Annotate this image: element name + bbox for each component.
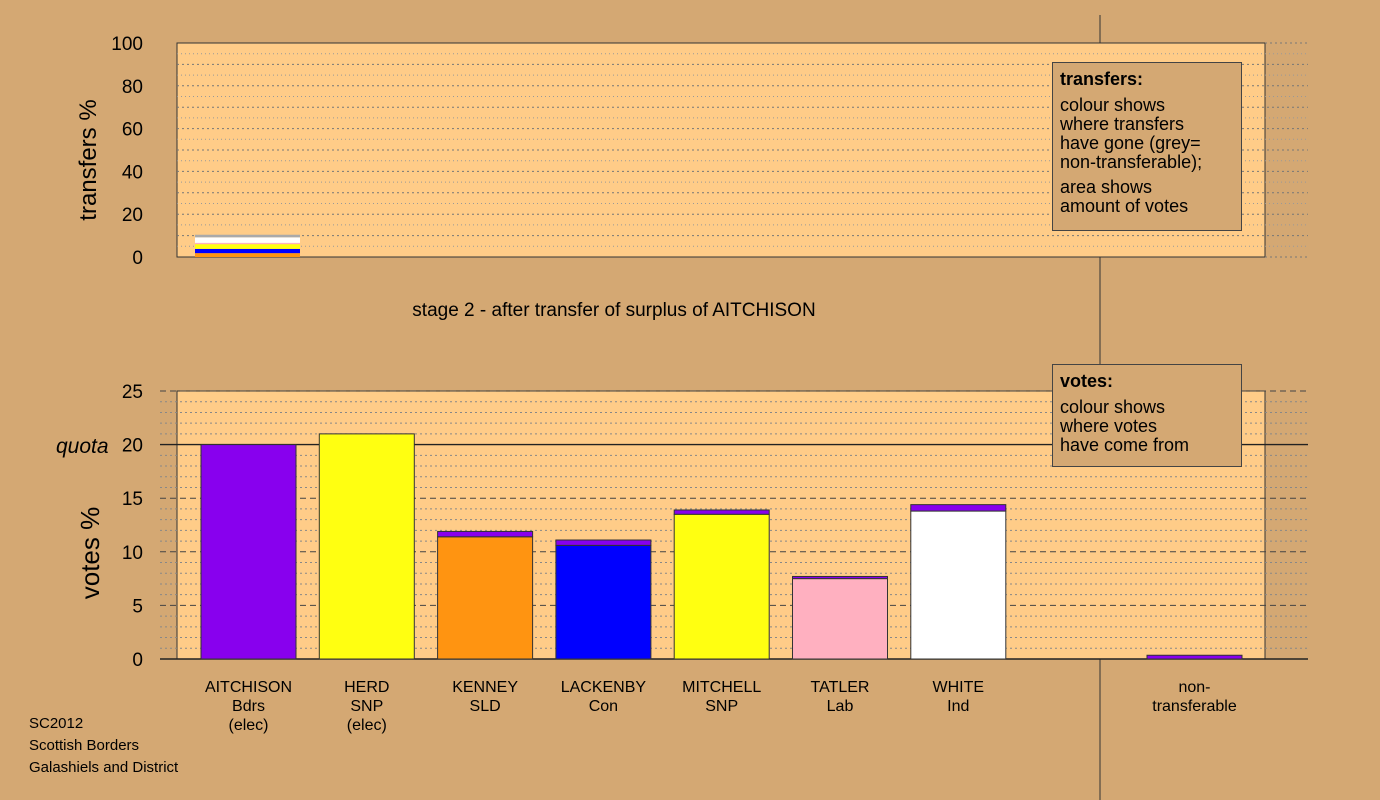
transfer-segment bbox=[195, 237, 300, 243]
bottom-y-tick-label: 0 bbox=[132, 650, 143, 671]
candidate-party: SNP bbox=[350, 698, 383, 715]
bottom-y-ticks: 0 5 10 15 20 25 bbox=[122, 382, 143, 671]
candidate-name: KENNEY bbox=[452, 679, 518, 696]
transfers-legend-line: non-transferable); bbox=[1060, 152, 1203, 172]
transfers-legend-line: have gone (grey= bbox=[1060, 133, 1201, 153]
bottom-y-tick-label: 15 bbox=[122, 489, 143, 510]
bottom-y-tick-label: 5 bbox=[132, 596, 143, 617]
candidate-status: (elec) bbox=[228, 717, 268, 734]
candidate-party: Bdrs bbox=[232, 698, 265, 715]
transfers-legend-line: amount of votes bbox=[1060, 196, 1189, 216]
transfer-segment bbox=[195, 253, 300, 257]
top-y-axis-label: transfers % bbox=[75, 99, 102, 220]
top-y-tick-label: 40 bbox=[122, 162, 143, 183]
bottom-y-axis-label: votes % bbox=[75, 507, 105, 600]
bottom-y-tick-label: 25 bbox=[122, 382, 143, 403]
votes-legend-line: have come from bbox=[1060, 435, 1190, 455]
transfer-bar bbox=[437, 530, 534, 538]
stage-title: stage 2 - after transfer of surplus of A… bbox=[412, 300, 815, 321]
votes-legend: votes: colour shows where votes have com… bbox=[1052, 364, 1242, 467]
first-preference-bar bbox=[437, 536, 534, 660]
candidate-name: TATLER bbox=[811, 679, 870, 696]
first-preference-bar bbox=[910, 510, 1007, 660]
transfers-legend-line: area shows bbox=[1060, 177, 1153, 197]
transfer-segment bbox=[195, 244, 300, 249]
votes-legend-line: where votes bbox=[1060, 416, 1158, 436]
bottom-y-tick-label: 20 bbox=[122, 436, 143, 457]
candidate-name: MITCHELL bbox=[682, 679, 761, 696]
top-grid-inner bbox=[177, 42, 1308, 258]
footer-council: Scottish Borders bbox=[29, 737, 140, 754]
transfer-bar bbox=[555, 539, 652, 546]
transfers-legend: transfers: colour shows where transfers … bbox=[1052, 62, 1242, 231]
votes-legend-title: votes: bbox=[1060, 371, 1114, 391]
nontransferable-label: transferable bbox=[1152, 698, 1237, 715]
candidate-name: WHITE bbox=[933, 679, 985, 696]
transfers-legend-line: colour shows bbox=[1060, 95, 1166, 115]
candidate-party: SNP bbox=[705, 698, 738, 715]
candidate-name: HERD bbox=[344, 679, 389, 696]
candidate-party: SLD bbox=[470, 698, 501, 715]
transfer-segment bbox=[195, 242, 300, 245]
quota-label: quota bbox=[56, 435, 109, 458]
candidate-name: LACKENBY bbox=[561, 679, 647, 696]
transfer-bar bbox=[792, 575, 888, 580]
candidate-party: Ind bbox=[947, 698, 969, 715]
first-preference-bar bbox=[555, 544, 652, 660]
footer-code: SC2012 bbox=[29, 715, 84, 732]
transfer-bar bbox=[910, 504, 1007, 512]
first-preference-bar bbox=[318, 433, 415, 660]
candidate-party: Lab bbox=[827, 698, 854, 715]
top-y-tick-label: 60 bbox=[122, 120, 143, 141]
footer-ward: Galashiels and District bbox=[29, 759, 179, 776]
bottom-y-tick-label: 10 bbox=[122, 543, 143, 564]
first-preference-bar bbox=[200, 444, 297, 660]
transfers-legend-line: where transfers bbox=[1060, 114, 1185, 134]
transfers-legend-title: transfers: bbox=[1060, 69, 1144, 89]
nontransferable-bar bbox=[1146, 654, 1243, 660]
first-preference-bar bbox=[673, 513, 770, 660]
candidate-party: Con bbox=[589, 698, 618, 715]
votes-legend-line: colour shows bbox=[1060, 397, 1166, 417]
top-y-tick-label: 100 bbox=[111, 34, 143, 55]
top-y-tick-label: 80 bbox=[122, 77, 143, 98]
top-bars bbox=[195, 234, 300, 257]
transfer-bar bbox=[673, 509, 770, 515]
first-preference-bar bbox=[792, 578, 888, 660]
nontransferable-label: non- bbox=[1178, 679, 1210, 696]
candidate-status: (elec) bbox=[347, 717, 387, 734]
top-y-tick-label: 0 bbox=[132, 248, 143, 269]
transfer-segment bbox=[195, 248, 300, 254]
top-y-ticks: 0 20 40 60 80 100 bbox=[111, 34, 143, 269]
bottom-bars bbox=[200, 433, 1243, 660]
bottom-x-labels: AITCHISON Bdrs (elec) HERD SNP (elec) KENNEY SL… bbox=[205, 679, 1237, 734]
candidate-name: AITCHISON bbox=[205, 679, 292, 696]
top-y-tick-label: 20 bbox=[122, 205, 143, 226]
transfer-segment bbox=[195, 234, 300, 238]
